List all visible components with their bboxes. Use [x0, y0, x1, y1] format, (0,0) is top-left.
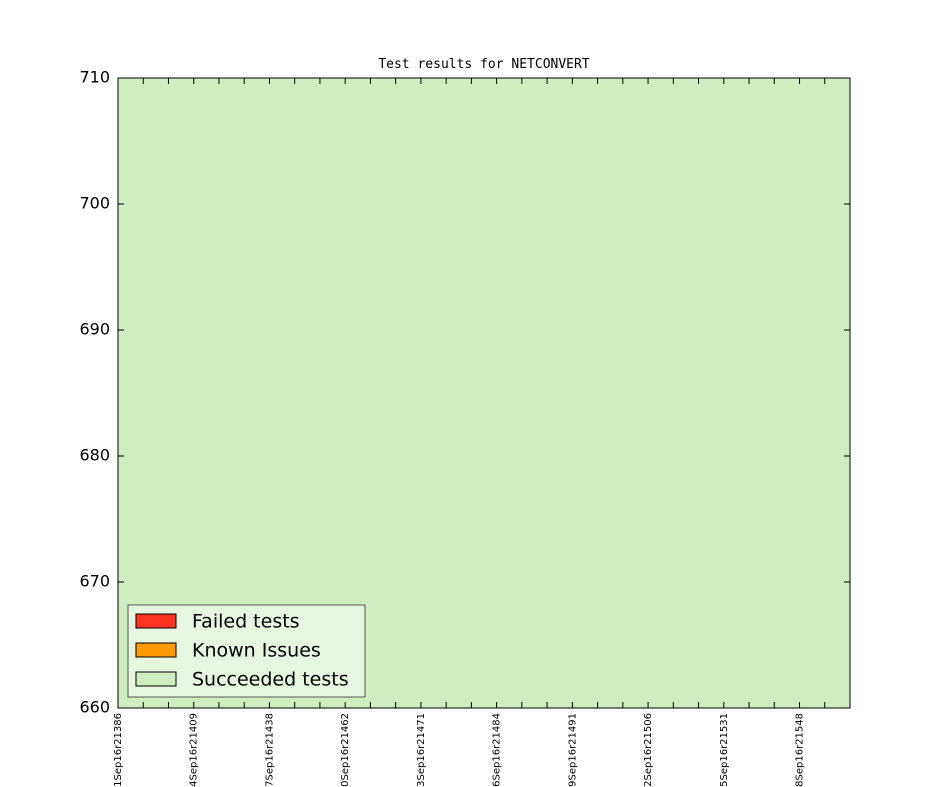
x-tick-label: 7Sep16r21438 — [264, 713, 275, 787]
x-tick-label: 4Sep16r21409 — [189, 713, 200, 787]
area — [118, 78, 850, 708]
legend-swatch — [135, 613, 177, 629]
chart-title: Test results for NETCONVERT — [378, 57, 589, 72]
x-tick-label: 3Sep16r21471 — [416, 713, 427, 787]
x-tick-label: 6Sep16r21484 — [492, 713, 503, 787]
legend-label: Succeeded tests — [192, 669, 349, 691]
x-tick-label: 2Sep16r21506 — [643, 713, 654, 787]
y-tick-label: 660 — [79, 698, 110, 717]
y-tick-label: 670 — [79, 572, 110, 591]
y-tick-label: 700 — [79, 194, 110, 213]
plot-frame — [117, 77, 851, 709]
legend-swatch — [135, 642, 177, 658]
x-tick-label: 1Sep16r21386 — [113, 713, 124, 787]
x-tick-label: 9Sep16r21491 — [567, 713, 578, 787]
y-tick-label: 690 — [79, 320, 110, 339]
y-tick-label: 710 — [79, 68, 110, 87]
legend: Failed tests Known Issues Succeeded tests — [127, 604, 366, 698]
x-tick-label: 8Sep16r21548 — [795, 713, 806, 787]
legend-label: Failed tests — [192, 611, 300, 633]
x-tick-label: 5Sep16r21531 — [719, 713, 730, 787]
y-tick-label: 680 — [79, 446, 110, 465]
x-tick-label: 0Sep16r21462 — [340, 713, 351, 787]
legend-label: Known Issues — [192, 640, 321, 662]
legend-swatch — [135, 671, 177, 687]
